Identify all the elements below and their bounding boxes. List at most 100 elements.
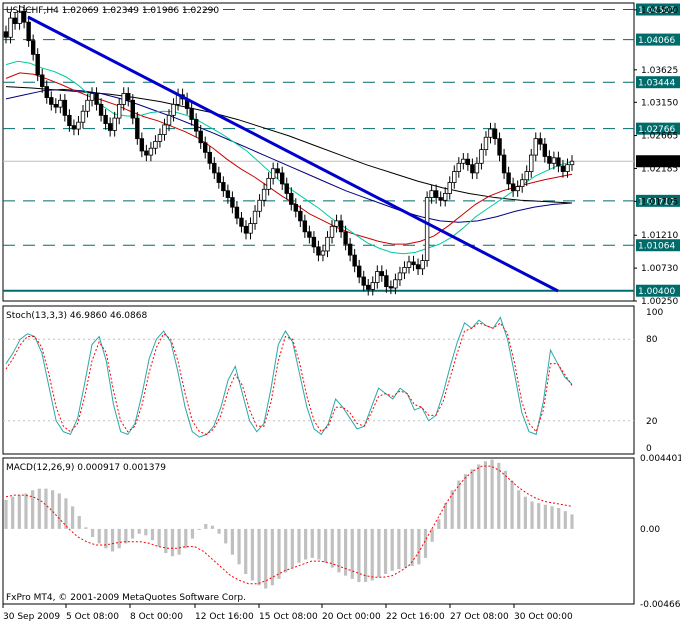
candle-body (379, 271, 385, 277)
macd-panel[interactable] (2, 457, 635, 605)
macd-bar (490, 459, 494, 529)
candle-body (107, 123, 113, 131)
macd-bar (337, 528, 341, 573)
level-price-box (636, 76, 680, 89)
candle-body (352, 254, 357, 267)
macd-bar (503, 470, 508, 529)
macd-bar (4, 499, 8, 529)
price-tick-label: 1.00730 (641, 264, 678, 274)
price-tick-label: 1.03150 (641, 98, 678, 108)
candle-body (375, 271, 380, 283)
macd-bar (164, 528, 168, 554)
candle-body (98, 103, 104, 116)
macd-bar (90, 528, 95, 537)
macd-bar (563, 511, 567, 529)
macd-bar (97, 528, 101, 544)
macd-bar (110, 528, 115, 552)
price-axis: 1.04505 1.04066 1.03444 1.02766 1.01712 1.010… (634, 3, 680, 307)
candle-body (433, 190, 439, 198)
candle-body (519, 179, 525, 187)
macd-bar (210, 525, 215, 529)
macd-bar (277, 528, 281, 579)
macd-bar (357, 528, 361, 583)
candle-body (461, 158, 466, 164)
level-price-box (636, 3, 680, 16)
macd-bar (383, 528, 388, 575)
macd-bar (530, 501, 534, 529)
macd-histogram-and-signal (4, 459, 574, 589)
stoch-tick-label: 0 (646, 444, 652, 454)
macd-bar (157, 528, 161, 547)
candle-body (510, 183, 516, 192)
candle-body (148, 147, 154, 156)
candle-body (280, 172, 285, 185)
candle-body (311, 236, 317, 248)
candle-body (429, 190, 434, 198)
candle-body (121, 93, 126, 105)
macd-bar (77, 516, 81, 529)
candle-body (343, 231, 348, 245)
candlesticks (3, 5, 575, 296)
candle-body (58, 99, 63, 108)
price-panel[interactable] (2, 2, 635, 302)
time-tick-label: 22 Oct 16:00 (386, 612, 445, 622)
level-price-label: 1.04066 (638, 36, 675, 46)
trendline[interactable] (27, 15, 559, 293)
macd-bar (550, 506, 554, 529)
level-price-label: 1.01064 (638, 242, 675, 252)
macd-bar (230, 528, 234, 555)
macd-bar (104, 528, 108, 549)
current-price-label: 1.02290 (638, 158, 675, 168)
level-price-label: 1.00400 (638, 287, 675, 297)
level-price-box (636, 239, 680, 252)
candle-body (542, 143, 548, 157)
macd-bar (170, 528, 175, 557)
macd-bar (510, 480, 514, 529)
macd-bar (350, 528, 354, 579)
macd-bar (64, 498, 68, 529)
candle-body (239, 217, 244, 227)
price-tick-label: 1.03625 (641, 66, 678, 76)
price-tick-label: 1.00250 (641, 297, 678, 307)
candle-body (53, 103, 59, 108)
macd-bar (17, 495, 21, 529)
macd-tick-label: -0.00466 (640, 600, 681, 610)
candle-body (406, 261, 412, 268)
candle-body (470, 164, 475, 174)
candle-body (298, 210, 303, 222)
macd-bar (137, 528, 141, 534)
macd-bar (150, 528, 155, 541)
macd-bar (270, 528, 274, 586)
macd-bar (84, 527, 88, 529)
macd-bar (390, 528, 394, 571)
macd-bar (264, 528, 268, 589)
macd-bar (370, 528, 374, 581)
macd-bar (44, 488, 48, 529)
candle-body (207, 151, 212, 164)
candle-body (71, 125, 77, 130)
candle-body (198, 130, 203, 144)
candle-body (384, 275, 389, 288)
stoch-panel[interactable] (2, 305, 635, 455)
macd-bar (463, 474, 468, 529)
candle-body (501, 154, 507, 174)
candle-body (257, 199, 262, 212)
candle-body (67, 114, 72, 127)
candle-body (3, 31, 9, 38)
macd-bar (517, 490, 521, 529)
macd-bar (557, 507, 561, 529)
candle-body (35, 53, 40, 76)
macd-bar (410, 528, 414, 566)
candle-body (488, 128, 493, 138)
candle-body (117, 103, 122, 119)
candle-body (329, 225, 335, 238)
time-tick-label: 12 Oct 16:00 (195, 612, 254, 622)
macd-bar (377, 528, 381, 578)
macd-bar (417, 528, 421, 565)
candle-body (533, 138, 538, 156)
macd-bar (443, 503, 448, 529)
candle-body (89, 93, 95, 101)
candle-body (424, 197, 430, 261)
candle-body (307, 231, 312, 238)
